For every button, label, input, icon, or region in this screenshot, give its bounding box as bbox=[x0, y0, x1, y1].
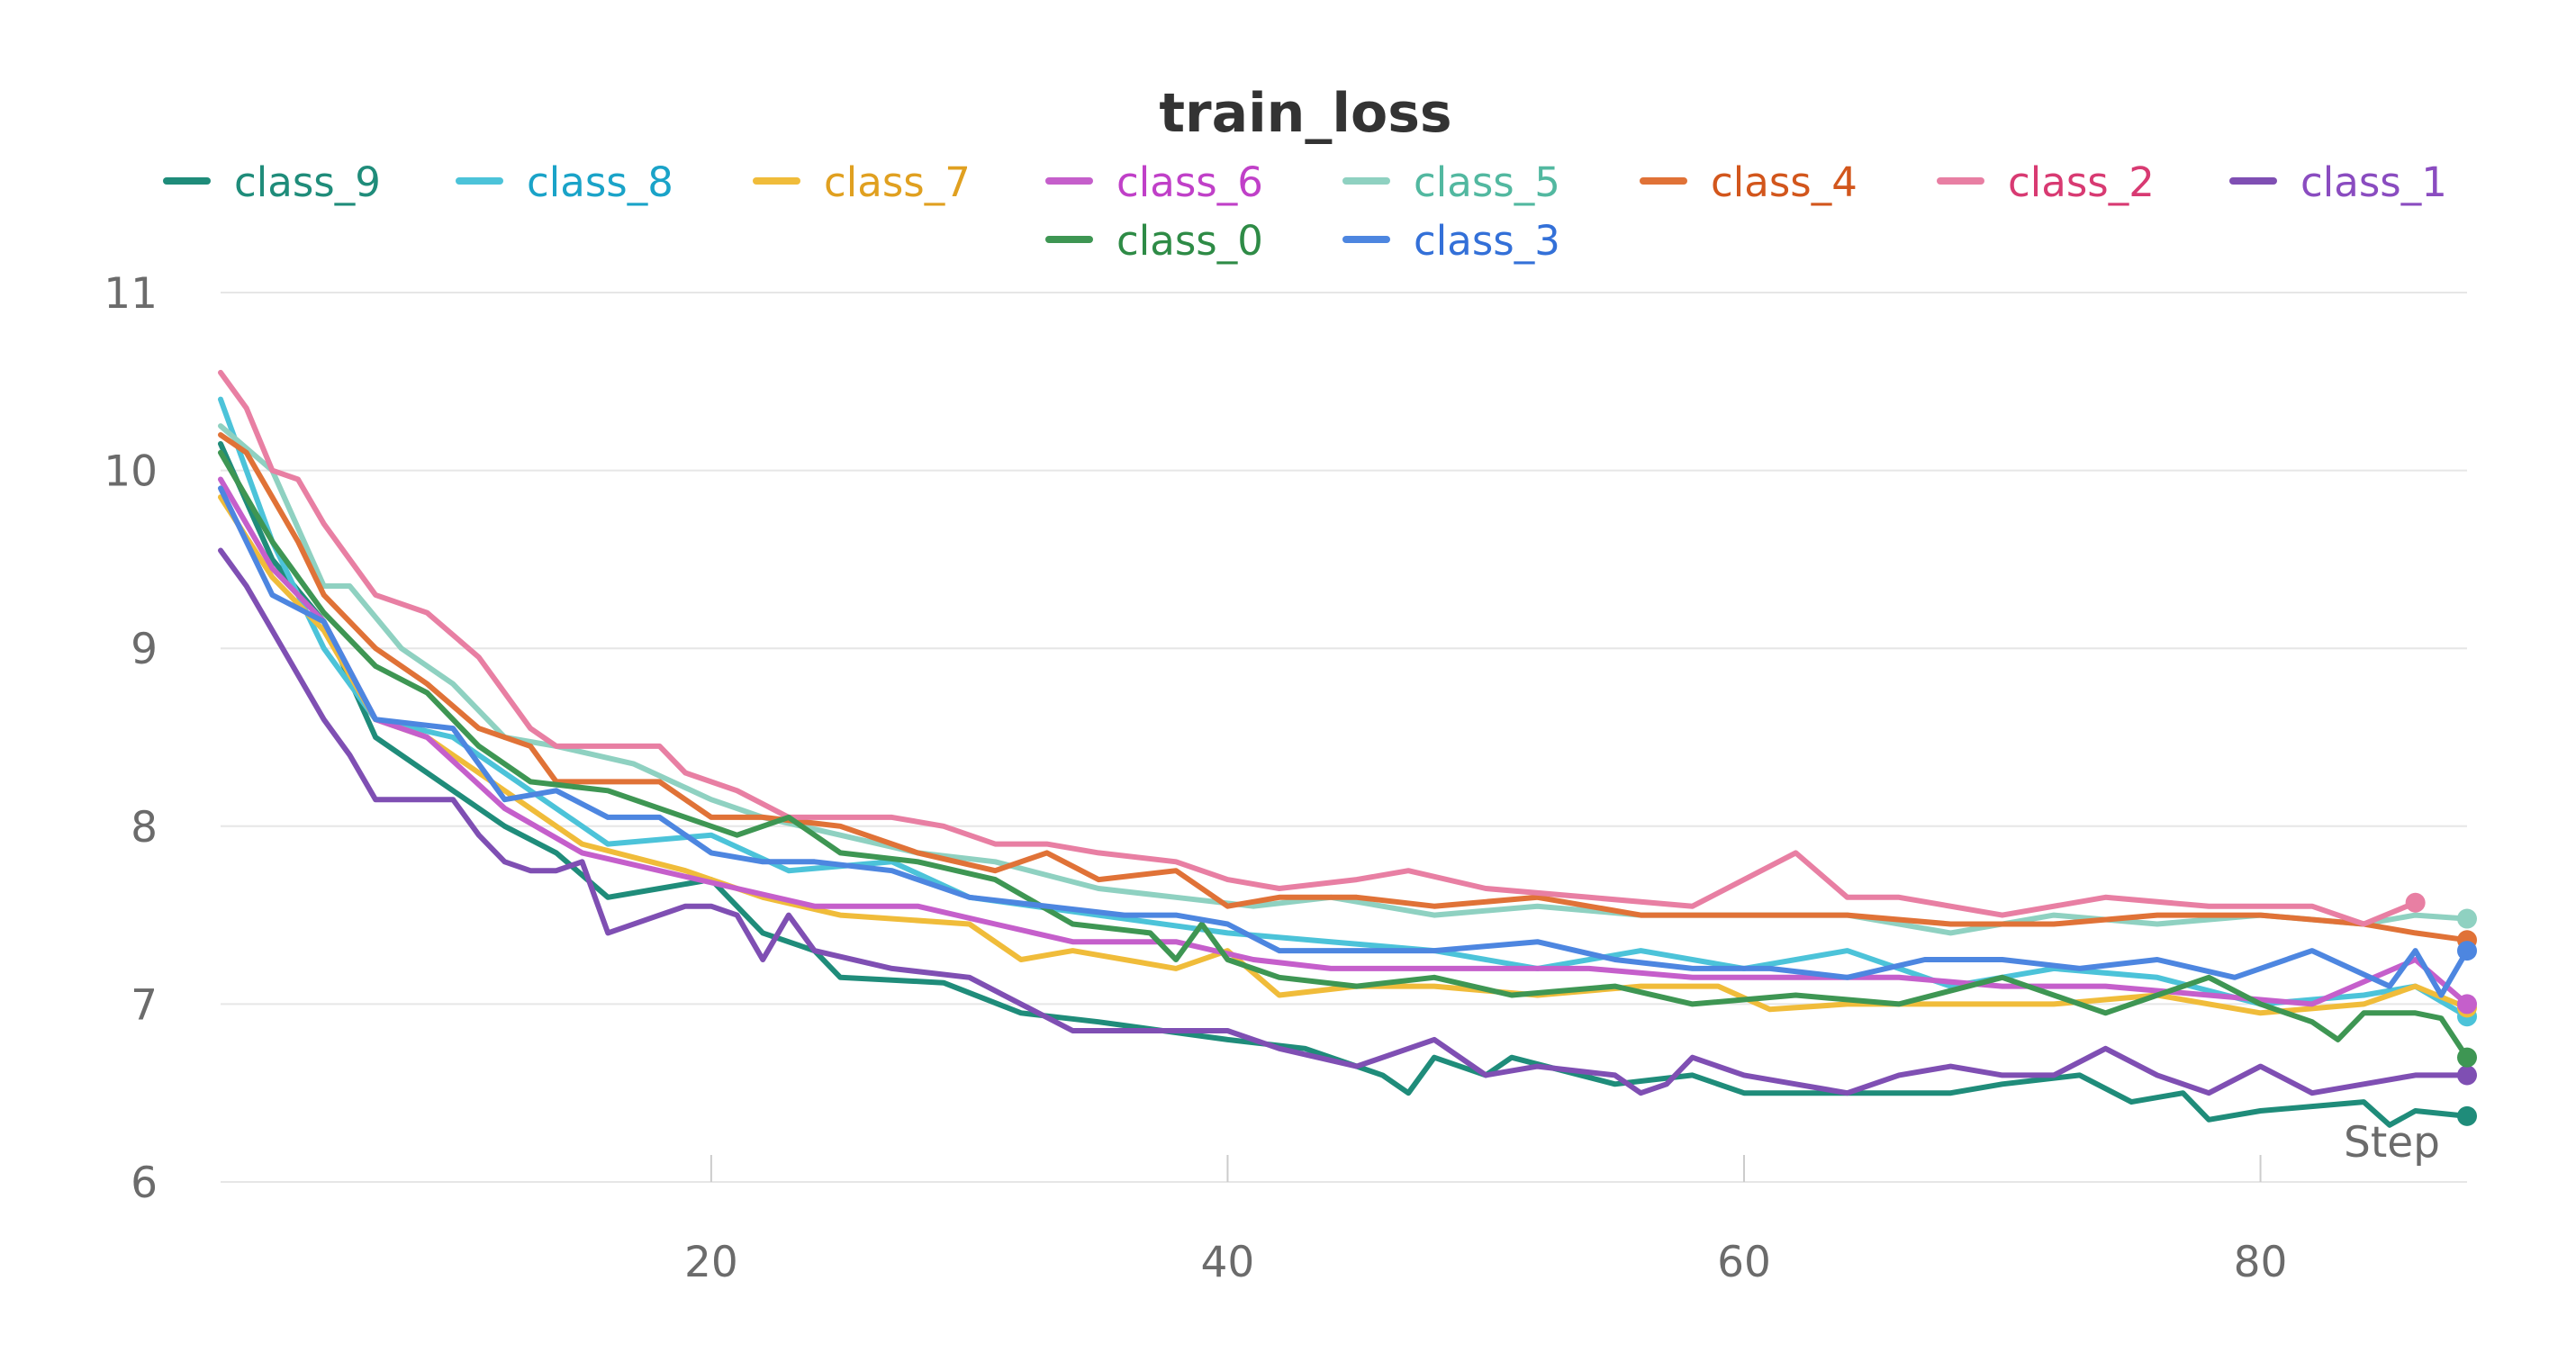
legend-label: class_2 bbox=[2008, 158, 2155, 206]
series-end-point bbox=[2457, 1065, 2477, 1086]
y-axis: 6 7 8 9 10 11 bbox=[104, 269, 158, 1208]
x-axis: 20 40 60 80 bbox=[684, 1155, 2288, 1287]
chart-title: train_loss bbox=[1159, 82, 1451, 145]
series-line-class-9 bbox=[218, 441, 2470, 1128]
series-end-point bbox=[2457, 1105, 2477, 1126]
legend-label: class_4 bbox=[1711, 158, 1857, 206]
series-line-class-1 bbox=[218, 547, 2470, 1096]
legend-item-class-0[interactable]: class_0 bbox=[1045, 217, 1263, 265]
legend-item-class-5[interactable]: class_5 bbox=[1342, 158, 1560, 206]
legend-item-class-9[interactable]: class_9 bbox=[163, 158, 381, 206]
legend-item-class-2[interactable]: class_2 bbox=[1937, 158, 2155, 206]
legend-label: class_7 bbox=[824, 158, 971, 206]
series-line-class-4 bbox=[218, 432, 2470, 943]
series-end-point bbox=[2457, 1047, 2477, 1068]
series-line-class-7 bbox=[218, 494, 2470, 1016]
grid bbox=[221, 292, 2467, 1183]
legend-label: class_6 bbox=[1116, 158, 1263, 206]
legend-label: class_8 bbox=[527, 158, 673, 206]
legend-item-class-6[interactable]: class_6 bbox=[1045, 158, 1263, 206]
series-line-class-6 bbox=[218, 476, 2470, 1007]
y-tick-label: 10 bbox=[104, 447, 158, 497]
series-line-class-5 bbox=[218, 423, 2470, 936]
series-line-class-2 bbox=[218, 369, 2418, 927]
legend-label: class_5 bbox=[1414, 158, 1560, 206]
series-end-point bbox=[2457, 908, 2477, 929]
legend-label: class_3 bbox=[1414, 217, 1560, 265]
series-end-point bbox=[2405, 892, 2426, 913]
legend-item-class-8[interactable]: class_8 bbox=[456, 158, 673, 206]
y-tick-label: 9 bbox=[131, 625, 158, 674]
series-group bbox=[218, 369, 2477, 1128]
y-tick-label: 8 bbox=[131, 803, 158, 852]
x-tick-label: 80 bbox=[2234, 1238, 2288, 1287]
legend-label: class_9 bbox=[234, 158, 381, 206]
series-line-class-0 bbox=[218, 449, 2470, 1060]
x-axis-label: Step bbox=[2344, 1118, 2440, 1168]
y-tick-label: 6 bbox=[131, 1159, 158, 1208]
x-tick-label: 20 bbox=[684, 1238, 738, 1287]
x-tick-label: 60 bbox=[1717, 1238, 1771, 1287]
x-tick-label: 40 bbox=[1201, 1238, 1255, 1287]
legend-item-class-3[interactable]: class_3 bbox=[1342, 217, 1560, 265]
series-end-point bbox=[2457, 994, 2477, 1015]
series-line-class-3 bbox=[218, 485, 2470, 998]
y-tick-label: 11 bbox=[104, 269, 158, 319]
legend: class_9 class_8 class_7 class_6 class_5 class… bbox=[163, 158, 2447, 265]
legend-item-class-7[interactable]: class_7 bbox=[753, 158, 971, 206]
legend-label: class_0 bbox=[1116, 217, 1263, 265]
series-end-point bbox=[2457, 941, 2477, 961]
y-tick-label: 7 bbox=[131, 980, 158, 1030]
legend-item-class-4[interactable]: class_4 bbox=[1640, 158, 1857, 206]
legend-label: class_1 bbox=[2300, 158, 2447, 206]
legend-item-class-1[interactable]: class_1 bbox=[2229, 158, 2447, 206]
